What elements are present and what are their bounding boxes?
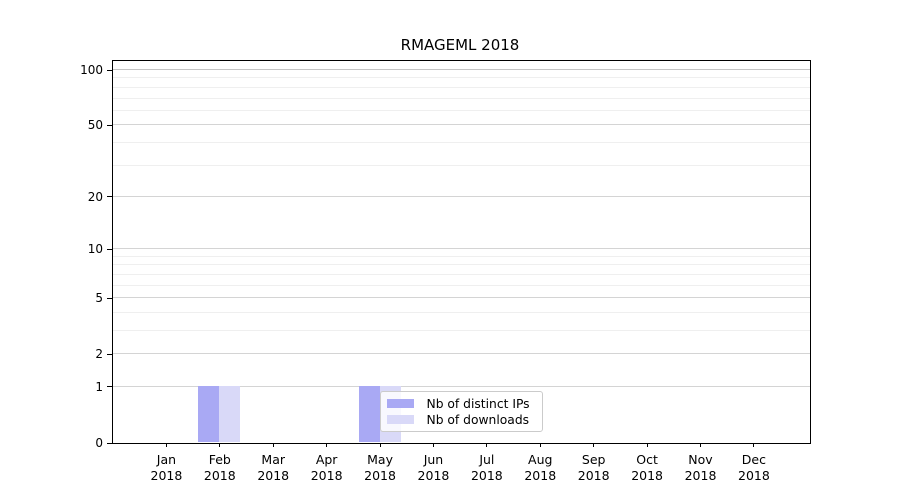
gridline-minor-9 [112, 255, 810, 257]
legend-swatch-distinct-ips [386, 399, 414, 408]
y-tick-label-0: 0 [95, 436, 103, 450]
x-tick-label-jun: Jun 2018 [417, 452, 450, 483]
x-tick-mark-may [379, 443, 381, 447]
gridline-minor-70 [112, 97, 810, 99]
gridline-minor-4 [112, 311, 810, 313]
x-tick-label-mar: Mar 2018 [257, 452, 290, 483]
x-tick-label-nov: Nov 2018 [684, 452, 717, 483]
y-tick-mark-1 [107, 386, 112, 388]
x-tick-mark-feb [219, 443, 221, 447]
chart-title: RMAGEML 2018 [400, 36, 520, 54]
x-tick-label-oct: Oct 2018 [631, 452, 663, 483]
gridline-minor-40 [112, 141, 810, 143]
gridline-major-2 [112, 353, 810, 355]
x-tick-label-feb: Feb 2018 [203, 452, 236, 483]
gridline-major-1 [112, 385, 810, 387]
x-tick-label-jul: Jul 2018 [470, 452, 503, 483]
gridline-major-10 [112, 248, 810, 250]
y-tick-label-100: 100 [80, 63, 103, 78]
y-tick-label-1: 1 [95, 379, 103, 394]
x-tick-label-aug: Aug 2018 [524, 452, 557, 483]
x-tick-mark-jul [486, 443, 488, 447]
x-tick-mark-nov [700, 443, 701, 447]
gridline-major-100 [112, 69, 810, 71]
legend-label-downloads: Nb of downloads [426, 412, 530, 427]
gridline-major-5 [112, 297, 810, 299]
x-tick-label-jan: Jan 2018 [150, 452, 183, 483]
x-tick-mark-sep [593, 443, 595, 447]
y-tick-mark-0 [107, 442, 112, 444]
x-tick-mark-aug [539, 443, 541, 447]
gridline-major-50 [112, 124, 810, 126]
plot-area: Nb of distinct IPs Nb of downloads [111, 59, 811, 444]
gridline-minor-90 [112, 77, 810, 79]
y-tick-label-50: 50 [87, 118, 103, 133]
bar-nb-of-distinct-ips-may [358, 386, 380, 443]
y-tick-mark-50 [107, 124, 112, 126]
x-tick-label-sep: Sep 2018 [577, 452, 610, 483]
x-tick-mark-jan [165, 443, 167, 447]
gridline-minor-30 [112, 164, 810, 166]
gridline-major-20 [112, 195, 810, 197]
x-tick-mark-mar [272, 443, 274, 447]
legend: Nb of distinct IPs Nb of downloads [379, 390, 543, 432]
y-tick-mark-20 [107, 196, 112, 198]
x-tick-mark-jun [432, 443, 434, 447]
y-tick-mark-5 [107, 297, 112, 299]
y-tick-mark-10 [107, 248, 112, 250]
y-tick-label-20: 20 [87, 189, 103, 204]
gridline-minor-60 [112, 109, 810, 111]
y-tick-mark-2 [107, 353, 112, 355]
legend-label-distinct-ips: Nb of distinct IPs [426, 396, 530, 411]
x-tick-label-may: May 2018 [364, 452, 396, 483]
bar-nb-of-downloads-feb [219, 386, 241, 443]
y-tick-label-2: 2 [95, 347, 103, 362]
x-tick-label-apr: Apr 2018 [310, 452, 343, 483]
x-tick-label-dec: Dec 2018 [738, 452, 770, 483]
gridline-minor-3 [112, 329, 810, 331]
y-tick-label-10: 10 [87, 242, 103, 257]
legend-swatch-downloads [386, 415, 414, 424]
gridline-minor-8 [112, 264, 810, 266]
gridline-minor-6 [112, 284, 810, 286]
x-tick-mark-apr [326, 443, 328, 447]
legend-item-downloads: Nb of downloads [386, 412, 536, 427]
legend-item-distinct-ips: Nb of distinct IPs [386, 396, 536, 411]
y-tick-mark-100 [107, 69, 112, 71]
x-tick-mark-oct [646, 443, 648, 447]
gridline-minor-80 [112, 86, 810, 88]
bar-nb-of-distinct-ips-feb [198, 386, 220, 443]
y-tick-label-5: 5 [95, 291, 103, 306]
gridline-minor-7 [112, 273, 810, 275]
x-tick-mark-dec [753, 443, 755, 447]
